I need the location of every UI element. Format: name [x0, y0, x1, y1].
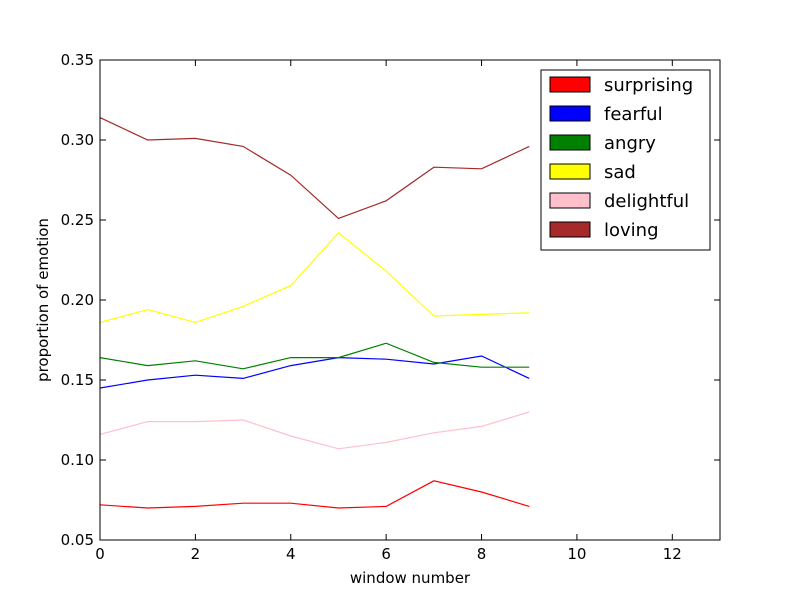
x-tick-label: 4 [286, 545, 296, 563]
series-lines [99, 117, 530, 509]
legend-swatch-angry [549, 134, 591, 151]
legend-label-sad: sad [604, 162, 636, 183]
legend-swatch-sad [549, 163, 591, 180]
legend-swatch-fearful [549, 105, 591, 122]
axis-ticks: 0 2 4 6 8 10 12 0.05 0.10 0.15 0.20 0.25 0.30 0.35 [61, 51, 720, 563]
y-tick-label: 0.10 [61, 451, 94, 469]
series-line-sad [99, 231, 530, 324]
y-tick-label: 0.30 [61, 131, 94, 149]
legend-swatch-surprising [549, 76, 591, 93]
legend-swatch-loving [549, 221, 591, 238]
y-axis-label: proportion of emotion [34, 218, 52, 382]
x-tick-label: 8 [477, 545, 487, 563]
y-tick-label: 0.25 [61, 211, 94, 229]
series-line-fearful [99, 355, 530, 389]
series-line-angry [99, 342, 530, 370]
series-line-surprising [99, 480, 530, 509]
x-tick-label: 10 [567, 545, 586, 563]
legend: surprising fearful angry sad delightful lovin… [540, 69, 711, 251]
y-tick-label: 0.05 [61, 531, 94, 549]
legend-label-delightful: delightful [604, 191, 689, 212]
x-tick-label: 12 [663, 545, 682, 563]
x-tick-label: 0 [95, 545, 105, 563]
y-tick-label: 0.15 [61, 371, 94, 389]
legend-label-angry: angry [604, 133, 656, 154]
y-tick-label: 0.20 [61, 291, 94, 309]
series-line-delightful [99, 411, 530, 450]
x-tick-label: 2 [191, 545, 201, 563]
legend-label-loving: loving [604, 220, 659, 241]
series-line-loving [99, 117, 530, 220]
x-tick-label: 6 [381, 545, 391, 563]
legend-box [540, 69, 711, 251]
legend-label-fearful: fearful [604, 104, 663, 125]
y-tick-label: 0.35 [61, 51, 94, 69]
x-axis-label: window number [350, 569, 471, 587]
legend-label-surprising: surprising [604, 75, 693, 96]
legend-swatch-delightful [549, 192, 591, 209]
